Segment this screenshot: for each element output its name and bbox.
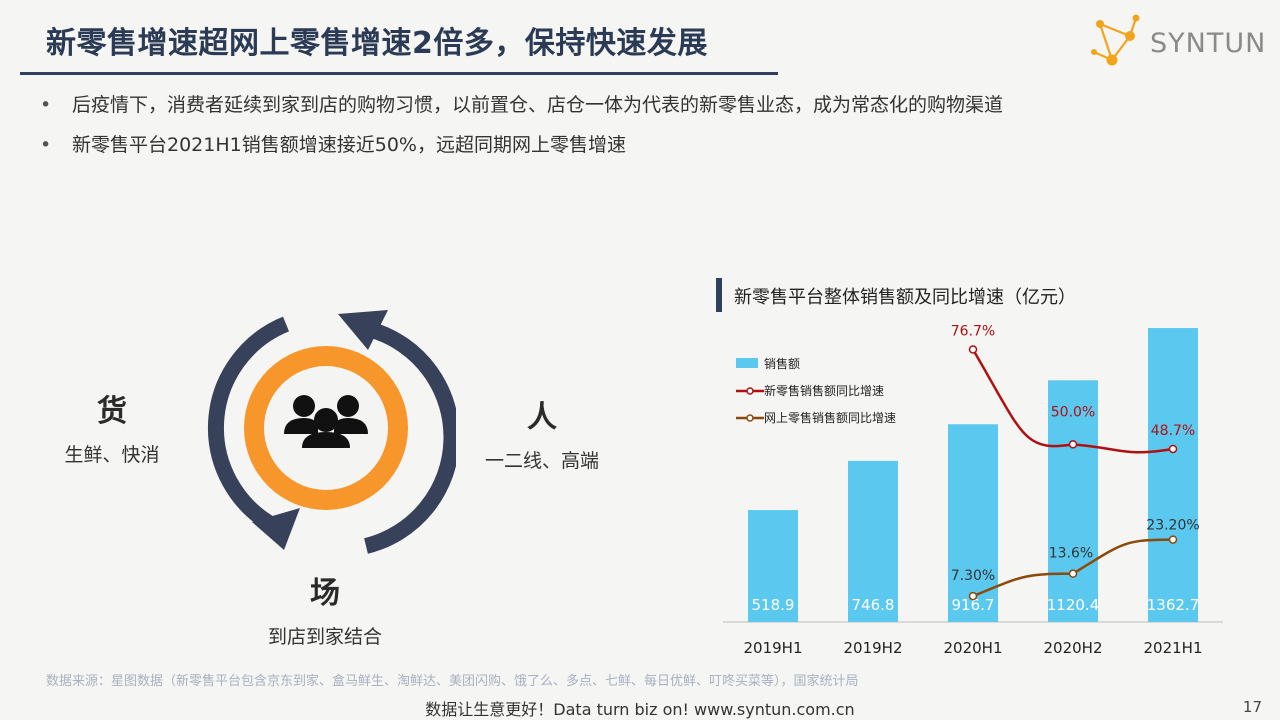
line-data-label: 48.7% [1151,423,1195,439]
cycle-arrowhead-right [338,310,388,350]
legend-label: 销售额 [764,356,800,371]
legend-label: 网上零售销售额同比增速 [764,410,896,425]
bar-label: 518.9 [752,596,795,614]
line-data-label: 23.20% [1146,518,1199,534]
line-data-label: 50.0% [1051,404,1095,420]
legend-swatch-point [746,414,754,422]
x-tick-label: 2019H2 [844,639,903,657]
venue-title: 场 [310,576,340,611]
people-desc: 一二线、高端 [484,450,599,472]
bullet-list: 后疫情下，消费者延续到家到店的购物习惯，以前置仓、店仓一体为代表的新零售业态，成… [38,92,1003,172]
line-point [1168,535,1178,544]
page-title: 新零售增速超网上零售增速2倍多，保持快速发展 [46,26,708,61]
goods-desc: 生鲜、快消 [64,444,160,466]
bullet-item: 新零售平台2021H1销售额增速接近50%，远超同期网上零售增速 [38,132,1003,172]
bar-2021H1 [1148,328,1198,622]
line-point [968,345,978,354]
x-tick-label: 2021H1 [1144,639,1203,657]
line-data-label: 7.30% [951,568,995,584]
cycle-arrowhead-left [252,508,300,550]
legend-label: 新零售销售额同比增速 [764,383,884,398]
bar-2020H2 [1048,380,1098,622]
venue-desc: 到店到家结合 [267,626,382,648]
legend-swatch-point [746,387,754,395]
chart-title: 新零售平台整体销售额及同比增速（亿元） [734,287,1076,308]
sales-growth-chart: 518.9 2019H1 746.8 2019H2 916.7 2020H1 1120.4 2… [723,323,1223,657]
footer-slogan: 数据让生意更好！Data turn biz on! www.syntun.com… [425,700,855,719]
bar-2019H2 [848,460,898,622]
line-point [1068,569,1078,578]
goods-title: 货 [97,394,127,429]
bar-label: 746.8 [852,596,895,614]
chart-title-marker [716,278,722,312]
line-data-label: 76.7% [951,323,995,339]
x-tick-label: 2020H1 [944,639,1003,657]
legend-swatch-bar [736,358,758,368]
people-title: 人 [527,400,557,435]
bar-label: 1120.4 [1047,596,1100,614]
x-tick-label: 2020H2 [1044,639,1103,657]
molecule-logo-icon [1091,14,1140,66]
bullet-item: 后疫情下，消费者延续到家到店的购物习惯，以前置仓、店仓一体为代表的新零售业态，成… [38,92,1003,132]
cycle-arrow-left [207,316,290,534]
people-group-icon [284,395,368,448]
bar-2019H1 [748,510,798,622]
line-point [1068,440,1078,449]
cycle-diagram [207,310,456,554]
line-point [1168,444,1178,454]
logo-text: SYNTUN [1150,28,1267,59]
line-data-label: 13.6% [1049,546,1093,562]
title-underline [20,72,778,75]
line-point [968,591,978,601]
data-source: 数据来源：星图数据（新零售平台包含京东到家、盒马鲜生、淘鲜达、美团闪购、饿了么、… [46,674,859,689]
bar-label: 916.7 [952,596,995,614]
page-number: 17 [1242,698,1262,716]
bar-label: 1362.7 [1147,596,1200,614]
cycle-arrow-right [364,322,456,554]
x-tick-label: 2019H1 [744,639,803,657]
